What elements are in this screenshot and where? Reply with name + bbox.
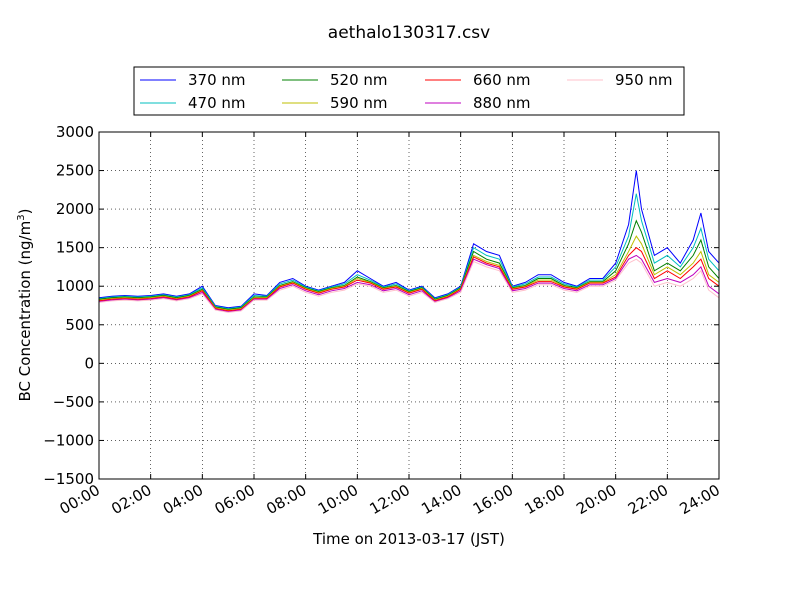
y-tick-label: 500: [65, 316, 94, 334]
y-tick-label: 2000: [56, 200, 94, 218]
x-tick-label: 20:00: [573, 481, 619, 518]
x-tick-label: 08:00: [263, 481, 309, 518]
x-tick-label: 24:00: [677, 481, 723, 518]
y-tick-label: −1500: [43, 470, 94, 488]
y-tick-label: 2500: [56, 162, 94, 180]
x-tick-label: 02:00: [108, 481, 154, 518]
y-axis-label-end: ): [16, 209, 34, 215]
y-tick-label: −1000: [43, 431, 94, 449]
series-line-4: [98, 247, 720, 312]
legend-label-6: 950 nm: [615, 71, 673, 89]
x-axis-label: Time on 2013-03-17 (JST): [312, 530, 505, 548]
series-line-5: [98, 254, 720, 313]
y-tick-label: 1000: [56, 277, 94, 295]
plot-frame: [98, 131, 720, 480]
y-ticks: −1500 −1000 −500 0 500 1000 1500 2000 2500 3000: [43, 123, 719, 488]
x-tick-label: 10:00: [315, 481, 361, 518]
legend-label-1: 470 nm: [188, 94, 246, 112]
y-axis-label-sup: 3: [16, 214, 27, 220]
x-tick-label: 12:00: [367, 481, 413, 518]
legend: 370 nm 470 nm 520 nm 590 nm 660 nm 880 nm 950 …: [133, 66, 685, 116]
series-line-1: [98, 193, 720, 310]
y-tick-label: 1500: [56, 239, 94, 257]
y-axis-label: BC Concentration (ng/m3): [16, 209, 34, 402]
y-axis-label-main: BC Concentration (ng/m: [16, 221, 34, 402]
y-tick-label: −500: [53, 393, 94, 411]
x-tick-label: 22:00: [625, 481, 671, 518]
x-tick-label: 04:00: [160, 481, 206, 518]
legend-label-2: 520 nm: [330, 71, 388, 89]
legend-label-5: 880 nm: [473, 94, 531, 112]
y-tick-label: 3000: [56, 123, 94, 141]
legend-label-0: 370 nm: [188, 71, 246, 89]
x-tick-label: 06:00: [212, 481, 258, 518]
series-group: [98, 170, 720, 313]
legend-label-3: 590 nm: [330, 94, 388, 112]
x-tick-label: 14:00: [418, 481, 464, 518]
legend-frame: [133, 66, 685, 116]
series-line-0: [98, 170, 720, 309]
chart-title: aethalo130317.csv: [328, 23, 490, 43]
x-tick-label: 18:00: [522, 481, 568, 518]
x-tick-label: 16:00: [470, 481, 516, 518]
grid: [99, 132, 719, 479]
series-line-6: [98, 258, 720, 313]
series-line-3: [98, 235, 720, 311]
legend-label-4: 660 nm: [473, 71, 531, 89]
y-tick-label: 0: [84, 354, 94, 372]
